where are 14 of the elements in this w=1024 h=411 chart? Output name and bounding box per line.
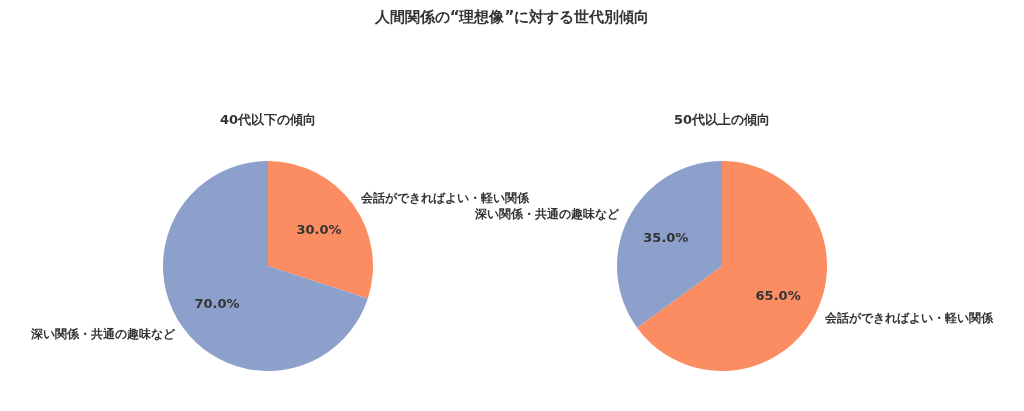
slice-label: 深い関係・共通の趣味など [474, 206, 621, 221]
pie-slice [637, 161, 827, 371]
chart-subtitle: 40代以下の傾向 [219, 112, 317, 127]
slice-label: 深い関係・共通の趣味など [29, 326, 176, 341]
data-label: 35.0% [643, 230, 689, 246]
data-label: 70.0% [194, 296, 240, 312]
chart-title: 人間関係の“理想像”に対する世代別傾向 [373, 8, 650, 26]
slice-label: 会話ができればよい・軽い関係 [823, 311, 994, 326]
pie-slice [268, 161, 373, 299]
chart-subtitle: 50代以上の傾向 [673, 112, 771, 127]
pie-slice [617, 161, 722, 328]
data-label: 30.0% [296, 221, 342, 237]
slice-label: 会話ができればよい・軽い関係 [360, 191, 531, 206]
data-label: 65.0% [755, 287, 801, 303]
